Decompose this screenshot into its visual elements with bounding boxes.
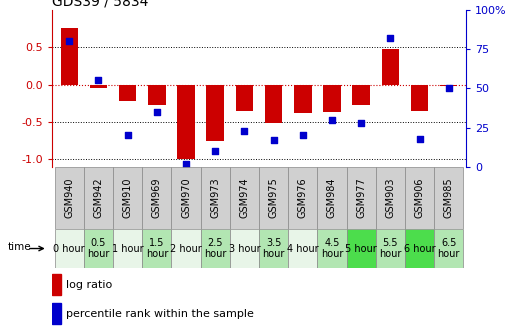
Text: GSM910: GSM910 [123,178,133,218]
Bar [318,229,347,268]
Bar [323,85,341,112]
Bar [265,85,282,123]
Text: 4 hour: 4 hour [287,244,319,253]
Text: percentile rank within the sample: percentile rank within the sample [66,309,254,319]
Text: GSM969: GSM969 [152,178,162,218]
Point [94,78,103,83]
Point [328,117,336,122]
Bar [142,229,171,268]
Point [240,128,249,133]
Bar [52,274,61,295]
Bar [113,229,142,268]
Bar [347,167,376,229]
Point [299,133,307,138]
Point [65,39,74,44]
Text: 0 hour: 0 hour [53,244,85,253]
Point [269,137,278,143]
Text: 1 hour: 1 hour [112,244,143,253]
Point [182,161,190,166]
Bar [411,85,428,111]
Bar [55,229,84,268]
Bar [200,229,230,268]
Text: GSM985: GSM985 [444,178,454,218]
Text: GSM906: GSM906 [414,178,425,218]
Bar [84,229,113,268]
Bar [200,167,230,229]
Bar [405,167,434,229]
Point [386,35,395,41]
Text: log ratio: log ratio [66,280,112,290]
Bar [171,229,200,268]
Bar [347,229,376,268]
Text: 0.5
hour: 0.5 hour [88,238,110,259]
Text: 4.5
hour: 4.5 hour [321,238,343,259]
Bar [434,167,463,229]
Bar [434,229,463,268]
Bar [288,229,318,268]
Bar [259,229,288,268]
Bar [440,85,457,86]
Text: 1.5
hour: 1.5 hour [146,238,168,259]
Bar [288,167,318,229]
Text: 2.5
hour: 2.5 hour [204,238,226,259]
Text: 3 hour: 3 hour [228,244,260,253]
Text: GSM974: GSM974 [239,178,249,218]
Bar [61,28,78,85]
Text: GSM903: GSM903 [385,178,395,218]
Bar [171,167,200,229]
Point [211,148,219,154]
Text: time: time [8,242,32,251]
Bar [352,85,370,106]
Text: GSM970: GSM970 [181,178,191,218]
Text: 3.5
hour: 3.5 hour [263,238,285,259]
Text: 5.5
hour: 5.5 hour [379,238,401,259]
Bar [84,167,113,229]
Bar [382,49,399,85]
Bar [177,85,195,159]
Bar [55,167,84,229]
Text: GSM973: GSM973 [210,178,220,218]
Text: GSM984: GSM984 [327,178,337,218]
Text: GSM942: GSM942 [93,178,104,218]
Bar [318,167,347,229]
Text: 5 hour: 5 hour [346,244,377,253]
Text: GSM976: GSM976 [298,178,308,218]
Point [415,136,424,141]
Bar [230,167,259,229]
Text: GSM940: GSM940 [64,178,74,218]
Bar [376,167,405,229]
Text: GSM975: GSM975 [269,178,279,218]
Bar [52,303,61,324]
Bar [119,85,136,101]
Text: GDS39 / 5834: GDS39 / 5834 [52,0,148,9]
Point [357,120,365,126]
Bar [294,85,311,113]
Text: 2 hour: 2 hour [170,244,202,253]
Bar [207,85,224,141]
Text: 6.5
hour: 6.5 hour [438,238,460,259]
Point [444,86,453,91]
Bar [113,167,142,229]
Bar [405,229,434,268]
Point [153,109,161,114]
Bar [90,85,107,88]
Bar [142,167,171,229]
Bar [259,167,288,229]
Text: 6 hour: 6 hour [404,244,435,253]
Bar [236,85,253,111]
Point [123,133,132,138]
Text: GSM977: GSM977 [356,178,366,218]
Bar [376,229,405,268]
Bar [148,85,166,105]
Bar [230,229,259,268]
